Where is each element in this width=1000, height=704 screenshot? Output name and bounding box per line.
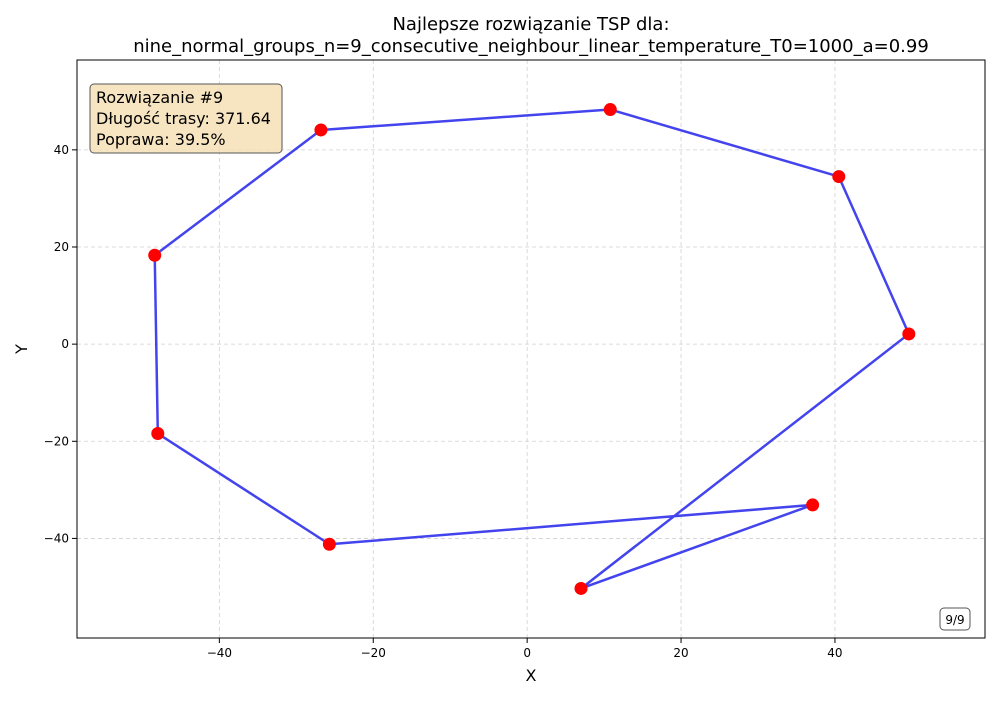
y-axis-label: Y [12,344,31,355]
x-tick-label: 20 [673,646,688,660]
city-point [151,427,165,441]
counter-text: 9/9 [945,613,964,627]
y-tick-label: 40 [54,143,69,157]
x-tick-label: 0 [523,646,531,660]
x-tick-label: 40 [827,646,842,660]
plot-frame [76,59,986,639]
city-point [902,327,916,341]
chart-title-line1: Najlepsze rozwiązanie TSP dla: [392,14,669,35]
route-line [153,108,911,590]
y-tick-label: −40 [44,531,69,545]
y-tick-label: −20 [44,434,69,448]
x-tick-label: −20 [361,646,386,660]
city-point [574,581,588,595]
city-point [322,537,336,551]
grid-lines [77,60,985,638]
chart-title-line2: nine_normal_groups_n=9_consecutive_neigh… [133,36,929,57]
city-point [832,170,846,184]
x-tick-label: −40 [207,646,232,660]
y-tick-label: 20 [54,240,69,254]
info-box: Rozwiązanie #9 Długość trasy: 371.64 Pop… [89,83,283,154]
city-point [148,248,162,262]
info-solution: Rozwiązanie #9 [96,88,223,107]
counter-badge: 9/9 [939,607,971,631]
info-length: Długość trasy: 371.64 [96,109,271,128]
city-point [603,103,617,117]
x-axis-label: X [526,666,537,685]
info-improvement: Poprawa: 39.5% [96,130,226,149]
city-points [148,103,916,595]
y-tick-label: 0 [61,337,69,351]
axis-ticks: −40 −20 0 20 40 −40 −20 0 20 40 [44,143,843,660]
city-point [806,498,820,512]
city-point [314,123,328,137]
